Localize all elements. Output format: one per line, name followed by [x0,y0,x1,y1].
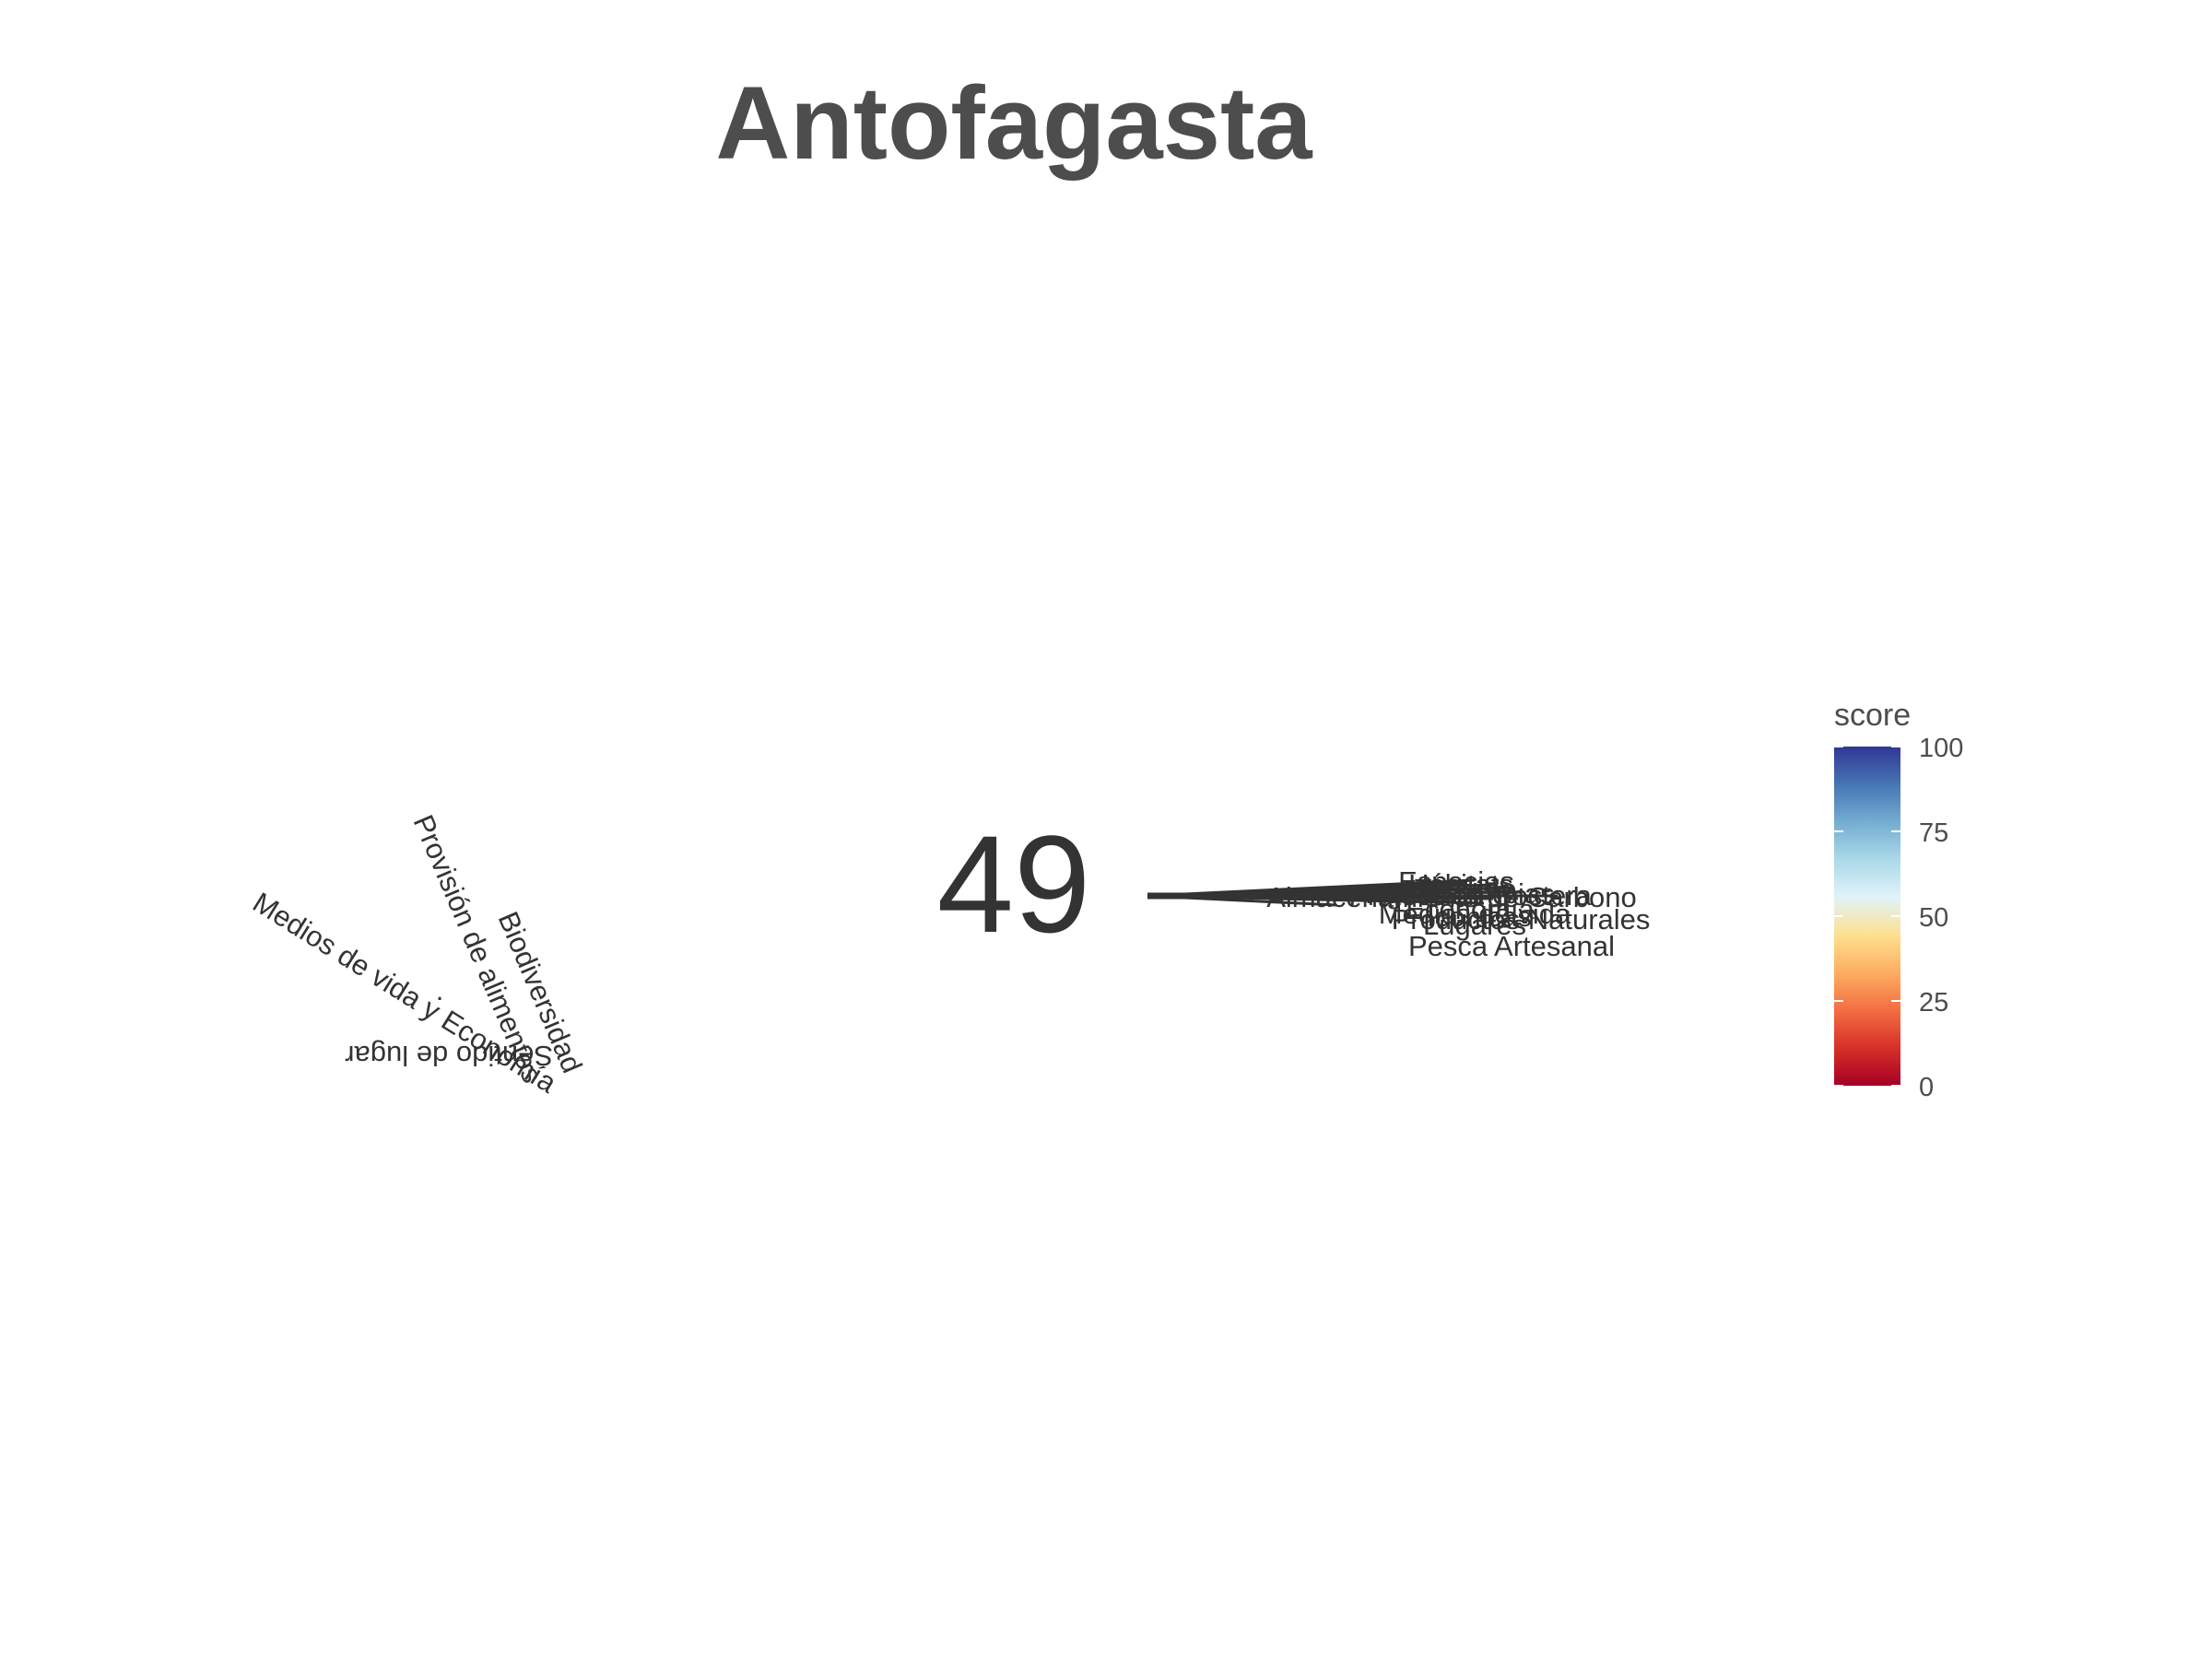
petal-lines [1147,878,1558,907]
goal-label: Hábitats [1408,868,1513,900]
goal-label: Almacenamiento de Carbono [1266,881,1637,913]
legend-tick-label: 25 [1919,988,1948,1018]
goal-label: Especies [1398,865,1514,898]
legend-tick-label: 100 [1919,734,1963,763]
goal-label: Medios de vida [1379,898,1571,930]
goal-label: Iconicas [1427,900,1532,933]
score-legend: score 0 25 50 75 100 [1834,698,1963,1102]
goal-label: Economía [1406,893,1535,925]
goal-label: Pesca Artesanal [1408,930,1615,962]
goal-label: Sentido de lugar [345,1040,553,1072]
center-score: 49 [937,806,1091,961]
legend-tick-label: 75 [1919,818,1948,848]
legend-tick-label: 0 [1919,1073,1934,1102]
goal-label: Lugares [1423,909,1526,941]
legend-title: score [1834,698,1911,733]
goal-label: Productos Naturales [1392,903,1651,935]
legend-ticks: 0 25 50 75 100 [1834,734,1963,1102]
chart-title: Antofagasta [715,65,1312,181]
goal-label: Protección Costera [1348,879,1592,912]
goal-label: Aguas Limpias [1367,877,1554,910]
legend-color-bar [1834,747,1900,1086]
legend-tick-label: 50 [1919,903,1948,933]
goal-label: Turismo [1415,873,1517,905]
goal-label: . [436,974,444,1006]
